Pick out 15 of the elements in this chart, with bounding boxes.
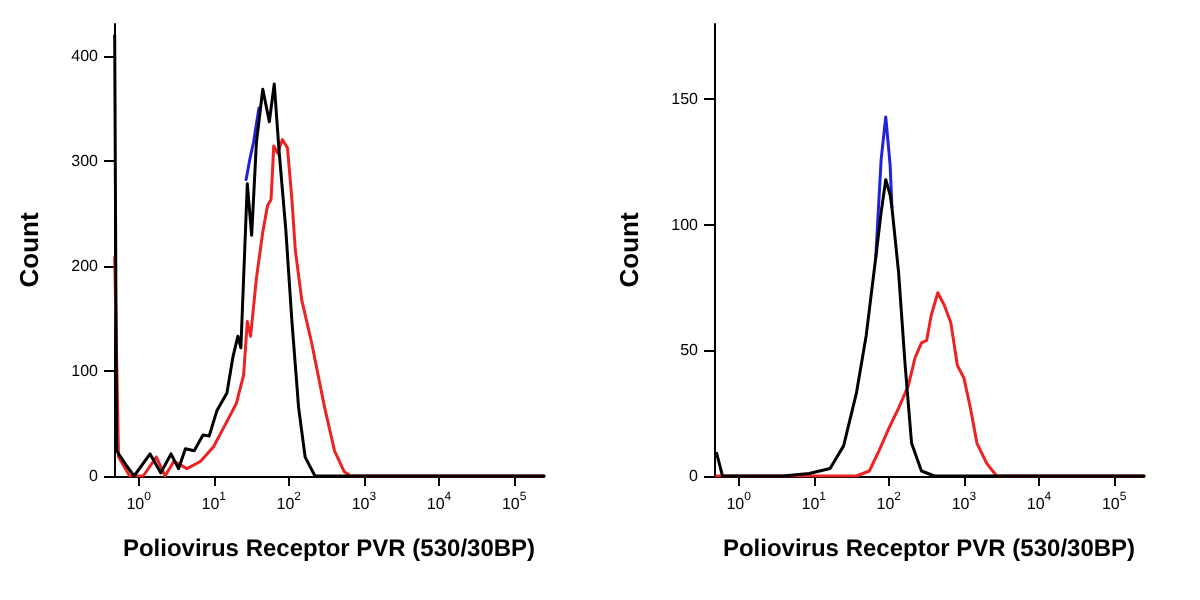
y-tick-label: 400 <box>71 46 100 65</box>
y-tick-label: 100 <box>671 215 700 234</box>
line-series <box>244 106 261 182</box>
y-tick-label: 0 <box>89 467 100 485</box>
y-tick-label: 200 <box>71 256 100 275</box>
y-tick-label: 300 <box>71 151 100 170</box>
y-axis-title: Count <box>14 211 44 288</box>
y-axis-title: Count <box>614 211 644 288</box>
x-axis-title: Poliovirus Receptor PVR (530/30BP) <box>722 534 1136 562</box>
y-tick-label: 0 <box>689 467 700 485</box>
line-series <box>874 115 894 260</box>
x-axis-title: Poliovirus Receptor PVR (530/30BP) <box>122 534 536 562</box>
y-tick-label: 100 <box>71 361 100 380</box>
y-tick-label: 150 <box>671 90 700 109</box>
y-tick-label: 50 <box>680 341 700 360</box>
